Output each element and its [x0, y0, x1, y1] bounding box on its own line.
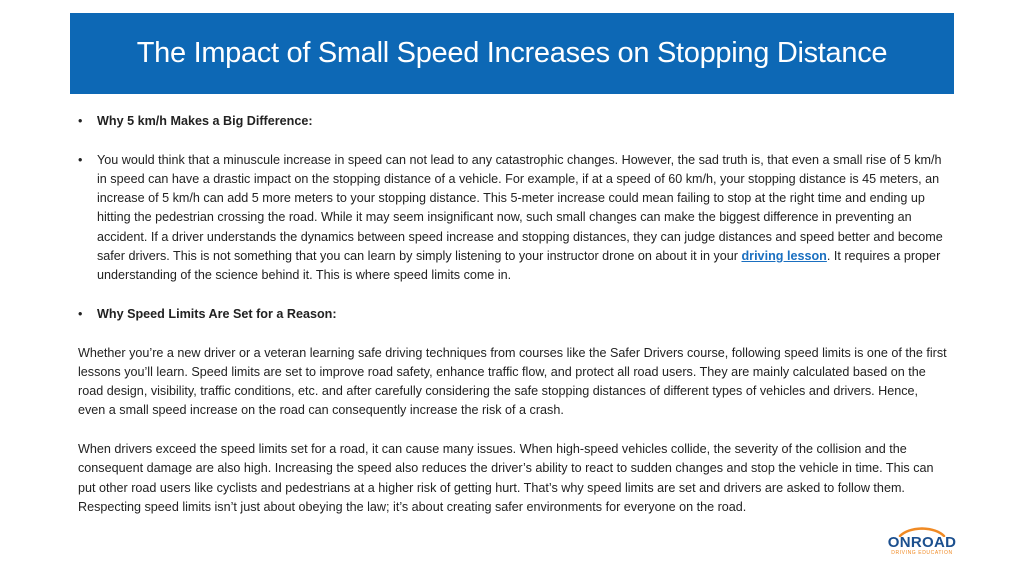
bullet-dot: •	[78, 306, 83, 321]
logo-tagline: DRIVING EDUCATION	[891, 550, 953, 556]
bullet-item-why-5kmh: • Why 5 km/h Makes a Big Difference:	[78, 112, 948, 131]
driving-lesson-link[interactable]: driving lesson	[741, 249, 827, 264]
onroad-logo: ONROAD DRIVING EDUCATION	[886, 527, 958, 563]
car-icon	[898, 527, 946, 537]
paragraph-speed-increase: You would think that a minuscule increas…	[97, 153, 943, 283]
slide-content: • Why 5 km/h Makes a Big Difference: • Y…	[78, 112, 948, 517]
logo-wordmark: ONROAD	[887, 534, 957, 551]
bullet-dot: •	[78, 114, 83, 128]
bullet-dot: •	[78, 152, 83, 167]
bullet-item-speed-limits: • Why Speed Limits Are Set for a Reason:	[78, 305, 948, 324]
paragraph-exceeding-limits: When drivers exceed the speed limits set…	[78, 442, 934, 514]
slide-title: The Impact of Small Speed Increases on S…	[136, 37, 888, 69]
paragraph-speed-limits: Whether you’re a new driver or a veteran…	[78, 345, 947, 418]
paragraph-text: . It requires a proper understanding of …	[97, 249, 941, 283]
section-heading-speed-limits: Why Speed Limits Are Set for a Reason:	[97, 306, 337, 321]
bullet-item-body: • You would think that a minuscule incre…	[78, 151, 948, 286]
section-heading-why-5kmh: Why 5 km/h Makes a Big Difference:	[97, 114, 313, 128]
title-banner: The Impact of Small Speed Increases on S…	[70, 13, 954, 94]
paragraph-text: You would think that a minuscule increas…	[97, 152, 943, 264]
